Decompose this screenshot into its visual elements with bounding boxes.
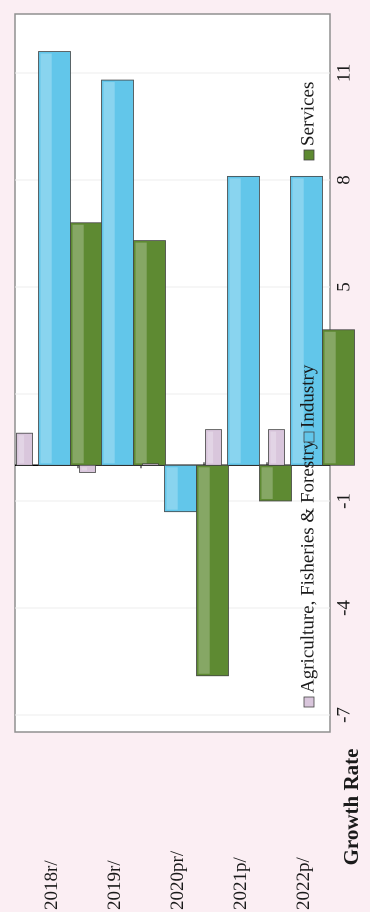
bar xyxy=(290,175,323,466)
bar-highlight xyxy=(198,467,210,674)
bar xyxy=(142,463,159,466)
legend-item: Services xyxy=(297,82,318,161)
x-tick-label: -4 xyxy=(333,600,354,616)
bar-highlight xyxy=(166,467,178,510)
bar-highlight xyxy=(270,431,277,464)
bar xyxy=(16,432,33,466)
legend-swatch xyxy=(303,431,315,443)
bar-highlight xyxy=(81,467,88,471)
legend-item: Industry xyxy=(297,364,318,443)
y-category-label: 2022p/ xyxy=(293,857,314,911)
bar-highlight xyxy=(324,331,336,464)
bar-highlight xyxy=(207,431,214,464)
x-tick-label: -7 xyxy=(333,707,354,723)
x-tick-label: 11 xyxy=(333,64,354,82)
y-category-label: 2019r/ xyxy=(104,860,125,910)
y-category-label: 2018r/ xyxy=(41,860,62,910)
bar-highlight xyxy=(292,178,304,464)
y-category-label: 2020pr/ xyxy=(167,850,188,910)
bar-highlight xyxy=(261,467,273,499)
bar-highlight xyxy=(40,53,52,464)
legend-label: Services xyxy=(297,82,318,146)
bar-highlight xyxy=(229,178,241,464)
x-axis-title: Growth Rate xyxy=(339,749,363,866)
bar xyxy=(227,175,260,466)
bar xyxy=(79,464,96,473)
legend-swatch xyxy=(303,696,315,708)
legend-swatch xyxy=(303,149,315,161)
x-tick-label: -1 xyxy=(333,493,354,509)
x-tick-label: 5 xyxy=(333,282,354,292)
bar-highlight xyxy=(18,435,25,464)
legend-item: Agriculture, Fisheries & Forestry xyxy=(297,439,318,708)
x-tick-label: 8 xyxy=(333,175,354,185)
y-category-label: 2021p/ xyxy=(230,857,251,911)
bar xyxy=(205,429,222,466)
bar-highlight xyxy=(72,224,84,464)
bar xyxy=(268,429,285,466)
legend-label: Industry xyxy=(297,364,318,428)
bar-highlight xyxy=(135,242,147,464)
bar xyxy=(322,329,355,466)
bar-highlight xyxy=(103,82,115,464)
legend-label: Agriculture, Fisheries & Forestry xyxy=(297,439,318,693)
